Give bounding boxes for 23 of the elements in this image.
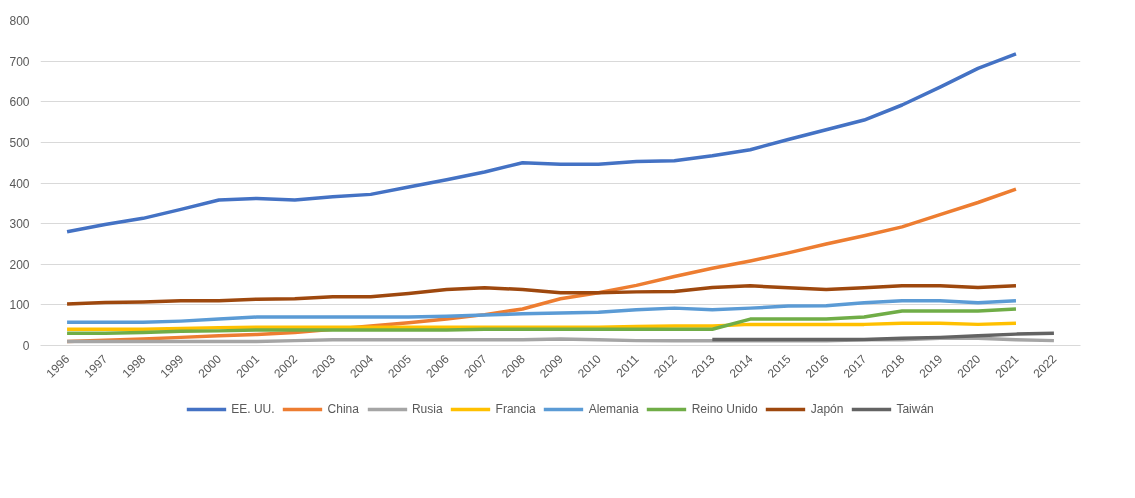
legend-label: EE. UU. [231, 402, 275, 416]
legend-label: Japón [810, 402, 844, 416]
line-series [65, 284, 1018, 306]
legend-label: Rusia [411, 402, 443, 416]
y-tick-label: 100 [9, 298, 30, 313]
y-tick-label: 200 [9, 257, 30, 272]
line-series [710, 331, 1056, 342]
legend-label: Reino Unido [691, 402, 758, 416]
y-tick-label: 700 [9, 54, 30, 69]
y-tick-label: 500 [9, 135, 30, 150]
y-tick-label: 300 [9, 217, 30, 232]
y-tick-label: 800 [9, 14, 30, 28]
y-tick-label: 0 [22, 339, 30, 353]
legend-label: Alemania [588, 402, 639, 416]
y-tick-label: 400 [9, 176, 30, 191]
line-series [65, 299, 1018, 325]
line-series [65, 52, 1018, 234]
legend-label: Francia [495, 402, 536, 416]
y-tick-label: 600 [9, 95, 30, 110]
line-series [65, 321, 1018, 331]
line-series [65, 307, 1018, 336]
legend-label: China [327, 402, 359, 416]
legend-label: Taiwán [896, 402, 934, 416]
